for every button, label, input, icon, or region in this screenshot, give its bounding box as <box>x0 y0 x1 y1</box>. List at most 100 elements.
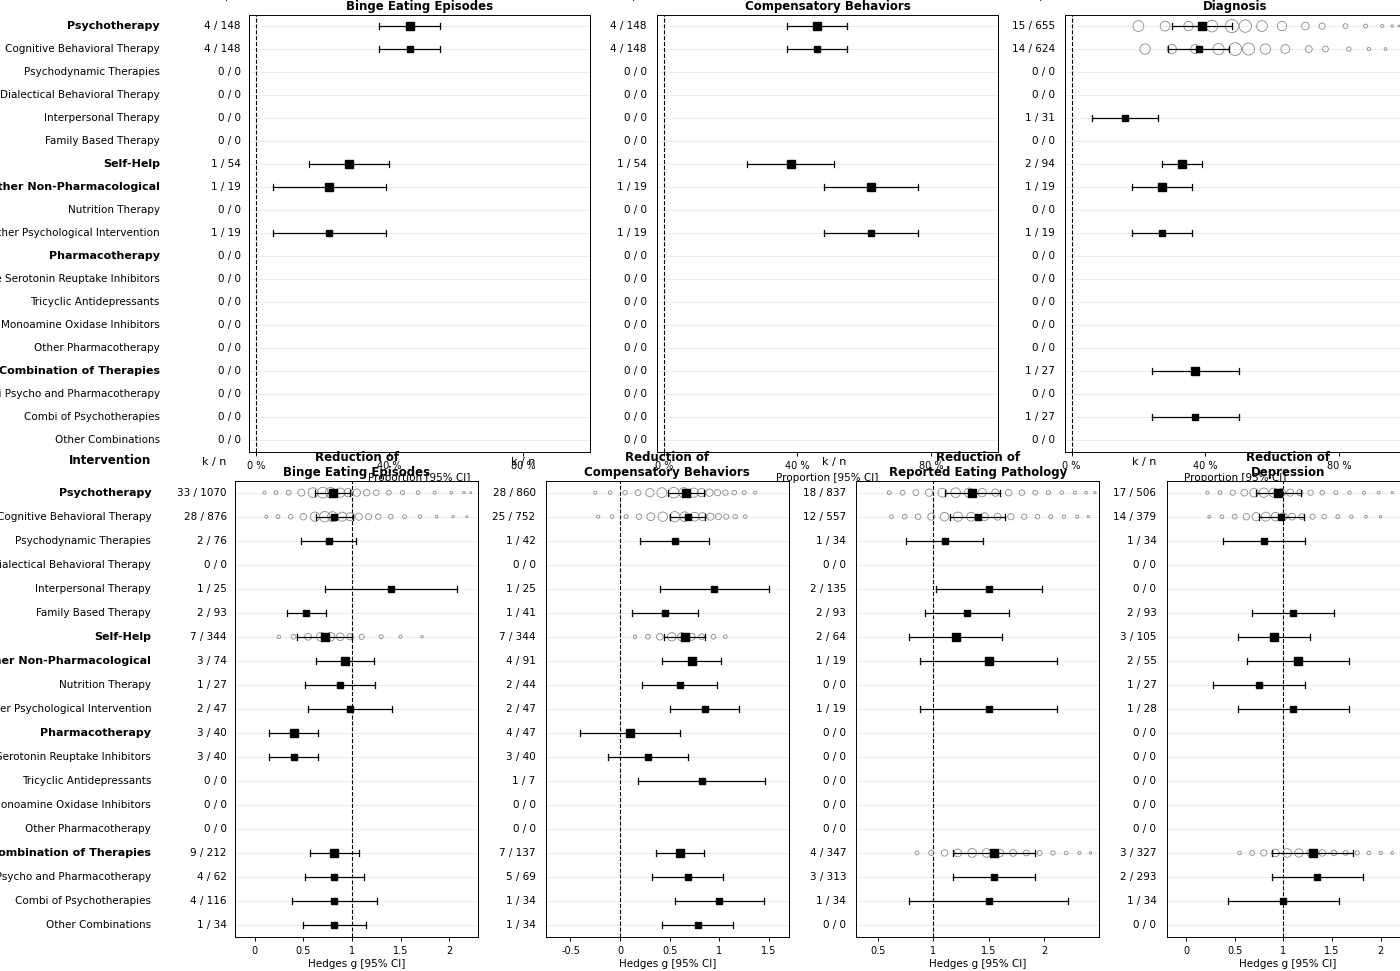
Text: Interpersonal Therapy: Interpersonal Therapy <box>45 113 160 123</box>
Point <box>1207 42 1229 57</box>
Text: 0 / 0: 0 / 0 <box>512 824 536 834</box>
Point <box>1368 485 1390 500</box>
Point <box>297 629 319 645</box>
Point <box>1313 509 1336 524</box>
Text: 0 / 0: 0 / 0 <box>204 559 227 570</box>
Point <box>1196 485 1218 500</box>
Text: 0 / 0: 0 / 0 <box>1134 584 1156 593</box>
Text: Selective Serotonin Reuptake Inhibitors: Selective Serotonin Reuptake Inhibitors <box>0 274 160 285</box>
Text: 0 / 0: 0 / 0 <box>624 320 647 330</box>
Point <box>613 485 636 500</box>
Point <box>1050 485 1072 500</box>
Text: 1 / 27: 1 / 27 <box>1025 366 1054 376</box>
Point <box>1380 485 1400 500</box>
Text: 3 / 74: 3 / 74 <box>197 655 227 666</box>
Point <box>1015 845 1037 860</box>
Point <box>715 509 738 524</box>
Point <box>319 485 342 500</box>
Point <box>1358 845 1380 860</box>
Text: 0 / 0: 0 / 0 <box>217 412 241 422</box>
Text: Tricyclic Antidepressants: Tricyclic Antidepressants <box>22 776 151 786</box>
Text: Psychotherapy: Psychotherapy <box>67 21 160 31</box>
Point <box>1037 485 1060 500</box>
Text: 0 / 0: 0 / 0 <box>624 205 647 215</box>
Text: Family Based Therapy: Family Based Therapy <box>36 608 151 618</box>
Point <box>293 509 315 524</box>
Point <box>1310 845 1333 860</box>
Point <box>1334 18 1357 34</box>
Point <box>1198 509 1221 524</box>
Text: 18 / 837: 18 / 837 <box>802 487 846 498</box>
Point <box>601 509 623 524</box>
Point <box>1065 509 1088 524</box>
Point <box>682 485 704 500</box>
Text: 1 / 19: 1 / 19 <box>617 182 647 192</box>
Point <box>255 509 277 524</box>
Point <box>1354 18 1376 34</box>
Text: 1 / 25: 1 / 25 <box>197 584 227 593</box>
Point <box>1298 42 1320 57</box>
Point <box>743 485 766 500</box>
Point <box>319 629 342 645</box>
Point <box>1275 845 1298 860</box>
Text: Nutrition Therapy: Nutrition Therapy <box>59 680 151 689</box>
Point <box>321 509 344 524</box>
Point <box>423 485 445 500</box>
Point <box>1280 485 1302 500</box>
Text: 0 / 0: 0 / 0 <box>1032 205 1054 215</box>
Title: Reduction of
Binge Eating Episodes: Reduction of Binge Eating Episodes <box>283 452 430 480</box>
Text: 0 / 0: 0 / 0 <box>624 90 647 100</box>
Point <box>651 509 673 524</box>
Point <box>1345 845 1368 860</box>
Title: Reduction of
Depression: Reduction of Depression <box>1246 452 1330 480</box>
Point <box>960 509 983 524</box>
Point <box>680 629 703 645</box>
Text: Family Based Therapy: Family Based Therapy <box>45 136 160 146</box>
Text: 7 / 344: 7 / 344 <box>190 632 227 642</box>
Text: 0 / 0: 0 / 0 <box>217 274 241 285</box>
Text: 1 / 27: 1 / 27 <box>197 680 227 689</box>
Text: 17 / 506: 17 / 506 <box>1113 487 1156 498</box>
Text: 0 / 0: 0 / 0 <box>1032 90 1054 100</box>
Point <box>976 845 998 860</box>
Text: Monoamine Oxidase Inhibitors: Monoamine Oxidase Inhibitors <box>0 800 151 810</box>
Text: 2 / 93: 2 / 93 <box>816 608 846 618</box>
Point <box>426 509 448 524</box>
Text: 0 / 0: 0 / 0 <box>624 274 647 285</box>
Text: 0 / 0: 0 / 0 <box>204 800 227 810</box>
Point <box>1324 485 1347 500</box>
Text: 1 / 25: 1 / 25 <box>505 584 536 593</box>
Point <box>1355 509 1378 524</box>
Text: 2 / 64: 2 / 64 <box>816 632 846 642</box>
Point <box>1253 485 1275 500</box>
Point <box>1390 845 1400 860</box>
Point <box>1358 42 1380 57</box>
Point <box>946 509 969 524</box>
Point <box>1184 42 1207 57</box>
Point <box>329 629 351 645</box>
Point <box>958 485 980 500</box>
Text: 0 / 0: 0 / 0 <box>823 776 846 786</box>
Text: 0 / 0: 0 / 0 <box>217 297 241 307</box>
Text: Combination of Therapies: Combination of Therapies <box>0 848 151 858</box>
Text: Pharmacotherapy: Pharmacotherapy <box>41 728 151 738</box>
Point <box>972 485 994 500</box>
Point <box>904 485 927 500</box>
Point <box>1211 509 1233 524</box>
X-axis label: Hedges g [95% CI]: Hedges g [95% CI] <box>619 958 715 969</box>
Point <box>648 629 671 645</box>
Point <box>459 485 482 500</box>
Title: Abstinence from
Compensatory Behaviors: Abstinence from Compensatory Behaviors <box>745 0 910 14</box>
Text: 0 / 0: 0 / 0 <box>1134 776 1156 786</box>
Point <box>624 629 647 645</box>
Text: 1 / 19: 1 / 19 <box>210 228 241 238</box>
Point <box>1273 509 1295 524</box>
Text: 1 / 19: 1 / 19 <box>1025 228 1054 238</box>
Text: 1 / 34: 1 / 34 <box>816 536 846 546</box>
Point <box>673 509 696 524</box>
Point <box>1264 509 1287 524</box>
Text: Combi of Psychotherapies: Combi of Psychotherapies <box>24 412 160 422</box>
Text: 0 / 0: 0 / 0 <box>217 205 241 215</box>
Text: 0 / 0: 0 / 0 <box>512 559 536 570</box>
Text: 2 / 135: 2 / 135 <box>809 584 846 593</box>
